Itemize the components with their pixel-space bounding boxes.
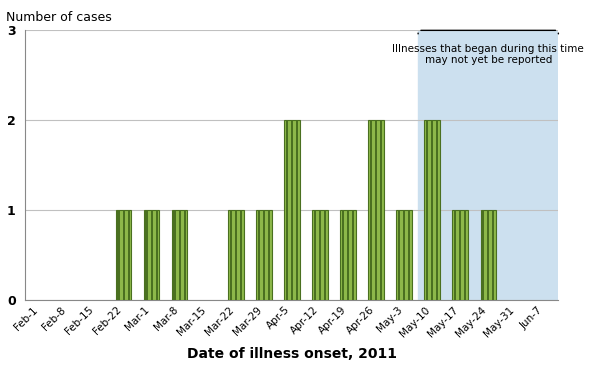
Bar (240, 210, 242, 300)
Bar (375, 120, 377, 300)
Bar (235, 210, 237, 300)
Bar (481, 210, 496, 300)
Bar (426, 120, 428, 300)
Bar (370, 120, 372, 300)
Bar (324, 210, 326, 300)
Bar (347, 210, 349, 300)
Bar (268, 210, 270, 300)
Bar (482, 210, 484, 300)
Bar (408, 210, 410, 300)
Bar (116, 210, 131, 300)
Bar (173, 210, 176, 300)
Bar (424, 120, 440, 300)
Bar (454, 210, 456, 300)
X-axis label: Date of illness onset, 2011: Date of illness onset, 2011 (187, 347, 397, 361)
Bar (418, 30, 559, 300)
Bar (118, 210, 119, 300)
Bar (352, 210, 354, 300)
Bar (263, 210, 265, 300)
Bar (184, 210, 186, 300)
Bar (452, 210, 468, 300)
Text: Number of cases: Number of cases (6, 11, 112, 24)
Bar (397, 210, 412, 300)
Bar (156, 210, 158, 300)
Bar (172, 210, 187, 300)
Bar (459, 210, 461, 300)
Bar (257, 210, 260, 300)
Bar (296, 120, 298, 300)
Bar (464, 210, 466, 300)
Bar (230, 210, 232, 300)
Bar (403, 210, 405, 300)
Bar (398, 210, 400, 300)
Bar (493, 210, 494, 300)
Bar (122, 210, 125, 300)
Bar (228, 210, 244, 300)
Bar (291, 120, 293, 300)
Text: Illnesses that began during this time
may not yet be reported: Illnesses that began during this time ma… (392, 44, 584, 66)
Bar (312, 210, 328, 300)
Bar (151, 210, 153, 300)
Bar (314, 210, 316, 300)
Bar (368, 120, 384, 300)
Bar (145, 210, 148, 300)
Bar (284, 120, 299, 300)
Bar (431, 120, 433, 300)
Bar (487, 210, 490, 300)
Bar (286, 120, 288, 300)
Bar (340, 210, 356, 300)
Bar (128, 210, 130, 300)
Bar (144, 210, 160, 300)
Bar (179, 210, 181, 300)
Bar (436, 120, 439, 300)
Bar (380, 120, 382, 300)
Bar (342, 210, 344, 300)
Bar (319, 210, 321, 300)
Bar (256, 210, 272, 300)
